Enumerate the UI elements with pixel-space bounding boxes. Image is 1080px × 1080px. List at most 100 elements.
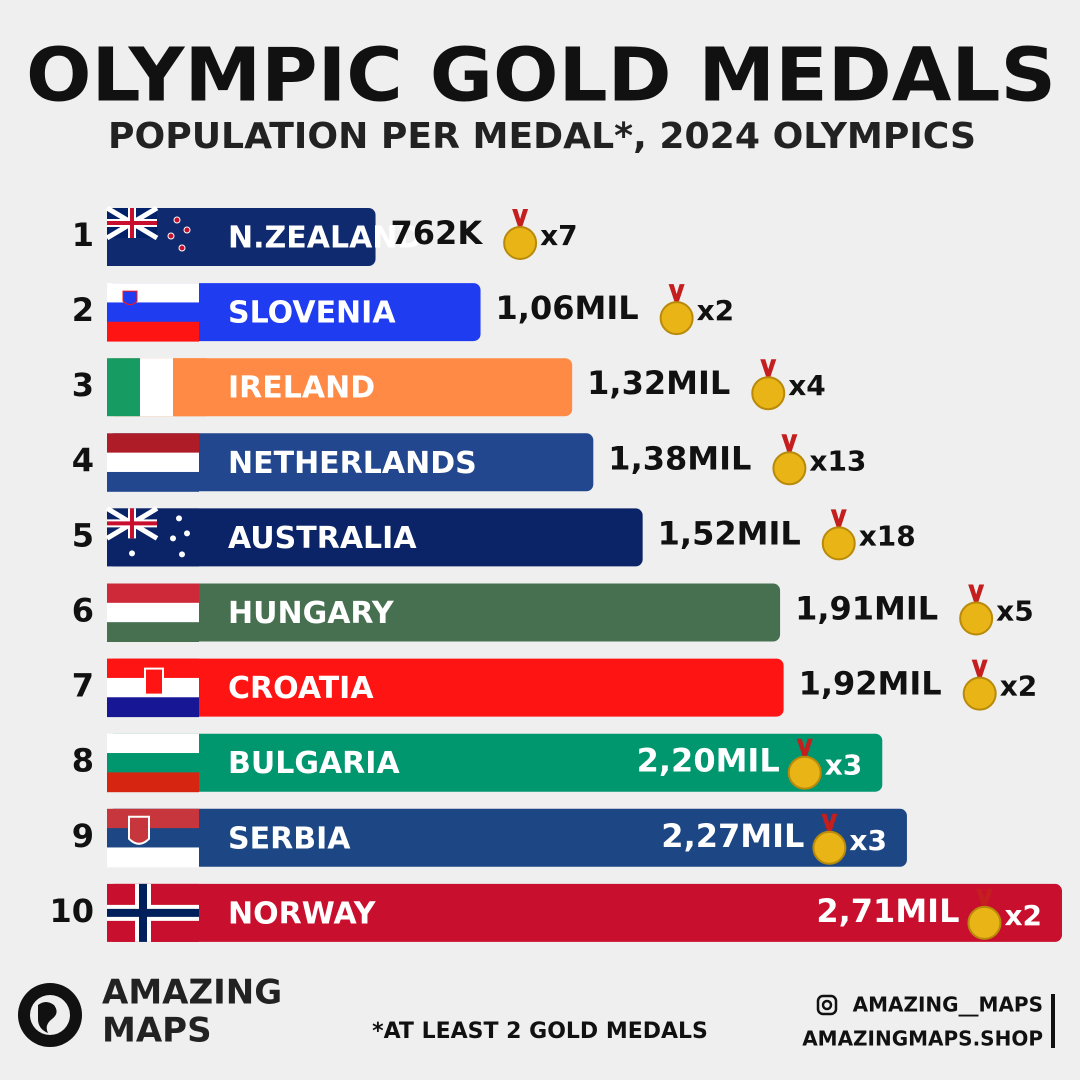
medal	[812, 830, 847, 865]
medal-count: x4	[788, 369, 826, 402]
country-label: CROATIA	[228, 671, 374, 706]
flag	[107, 808, 199, 829]
medal	[772, 451, 807, 486]
bar	[107, 808, 907, 867]
flag	[107, 772, 199, 793]
rank: 4	[72, 441, 94, 479]
medal-count: x5	[996, 595, 1034, 628]
medal-ribbon	[668, 284, 685, 309]
bar	[107, 883, 1062, 942]
medal	[787, 755, 822, 790]
flag	[176, 515, 182, 522]
medal-count: x3	[849, 824, 887, 857]
medal-count: x2	[1000, 670, 1038, 703]
country-label: NETHERLANDS	[228, 446, 477, 481]
footnote: *AT LEAST 2 GOLD MEDALS	[372, 1019, 708, 1044]
value-label: 1,92MIL	[799, 665, 942, 703]
medal-ribbon	[760, 359, 777, 384]
flag	[167, 232, 175, 240]
country-label: HUNGARY	[228, 596, 395, 631]
country-label: SERBIA	[228, 821, 351, 856]
bar	[107, 658, 784, 717]
medal-ribbon	[512, 209, 529, 233]
flag	[107, 471, 199, 492]
flag	[129, 550, 135, 557]
flag	[179, 551, 185, 558]
rank: 5	[72, 516, 94, 554]
flag	[107, 583, 199, 604]
flag	[183, 226, 191, 234]
medal-ribbon	[976, 888, 993, 913]
rank: 1	[72, 216, 94, 254]
flag	[107, 452, 199, 473]
flag	[107, 828, 199, 848]
flag	[107, 602, 199, 623]
flag	[107, 283, 199, 303]
medal	[751, 376, 786, 411]
flag	[107, 508, 157, 539]
flag	[173, 216, 181, 224]
bar	[107, 583, 781, 642]
rank: 3	[72, 366, 94, 404]
flag	[107, 883, 199, 942]
flag	[178, 244, 186, 252]
flag	[107, 433, 199, 454]
value-label: 2,20MIL	[637, 742, 780, 780]
medal-ribbon	[830, 509, 847, 534]
flag	[173, 358, 207, 417]
value-label: 1,38MIL	[608, 439, 751, 477]
flag	[128, 815, 150, 845]
medal-count: x13	[809, 444, 866, 477]
medal-ribbon	[968, 584, 985, 609]
brand-logo	[18, 983, 82, 1047]
rank: 8	[72, 742, 94, 780]
value-label: 2,71MIL	[816, 892, 959, 930]
chart-subtitle: POPULATION PER MEDAL*, 2024 OLYMPICS	[108, 116, 976, 157]
brand-name: AMAZING	[102, 973, 282, 1013]
flag	[184, 530, 190, 537]
medal-count: x2	[1004, 899, 1042, 932]
flag	[107, 753, 199, 773]
instagram-icon	[816, 994, 838, 1016]
chart-title: OLYMPIC GOLD MEDALS	[26, 33, 1056, 119]
country-label: N.ZEALAND	[228, 221, 422, 256]
bar	[107, 283, 481, 342]
country-label: AUSTRALIA	[228, 521, 417, 556]
flag	[107, 733, 199, 754]
medal-ribbon	[781, 434, 798, 459]
value-label: 1,91MIL	[795, 590, 938, 628]
rank: 10	[49, 892, 94, 930]
medal-ribbon	[821, 813, 838, 838]
medal	[967, 905, 1002, 940]
medal-count: x18	[859, 519, 916, 552]
flag	[107, 697, 199, 718]
country-label: IRELAND	[228, 371, 375, 406]
flag	[107, 302, 199, 323]
social-handle: AMAZING__MAPS	[853, 993, 1043, 1017]
medal-count: x7	[540, 219, 578, 252]
bar	[107, 508, 643, 567]
value-label: 1,06MIL	[496, 289, 639, 327]
medal-ribbon	[971, 659, 988, 684]
divider	[1051, 994, 1055, 1048]
medal	[962, 676, 997, 711]
value-label: 762K	[391, 214, 484, 252]
medal-ribbon	[796, 738, 813, 763]
value-label: 1,52MIL	[658, 514, 801, 552]
rank: 2	[72, 291, 94, 329]
bar	[107, 433, 594, 492]
flag	[170, 535, 176, 542]
bar	[107, 733, 883, 792]
country-label: BULGARIA	[228, 746, 400, 781]
country-label: NORWAY	[228, 896, 377, 931]
brand-name: MAPS	[102, 1011, 212, 1051]
flag	[107, 208, 157, 238]
medal-count: x3	[825, 749, 863, 782]
flag	[107, 847, 199, 868]
medal-count: x2	[697, 294, 735, 327]
value-label: 1,32MIL	[587, 364, 730, 402]
value-label: 2,27MIL	[661, 817, 804, 855]
flag	[107, 321, 199, 342]
medal	[959, 601, 994, 636]
